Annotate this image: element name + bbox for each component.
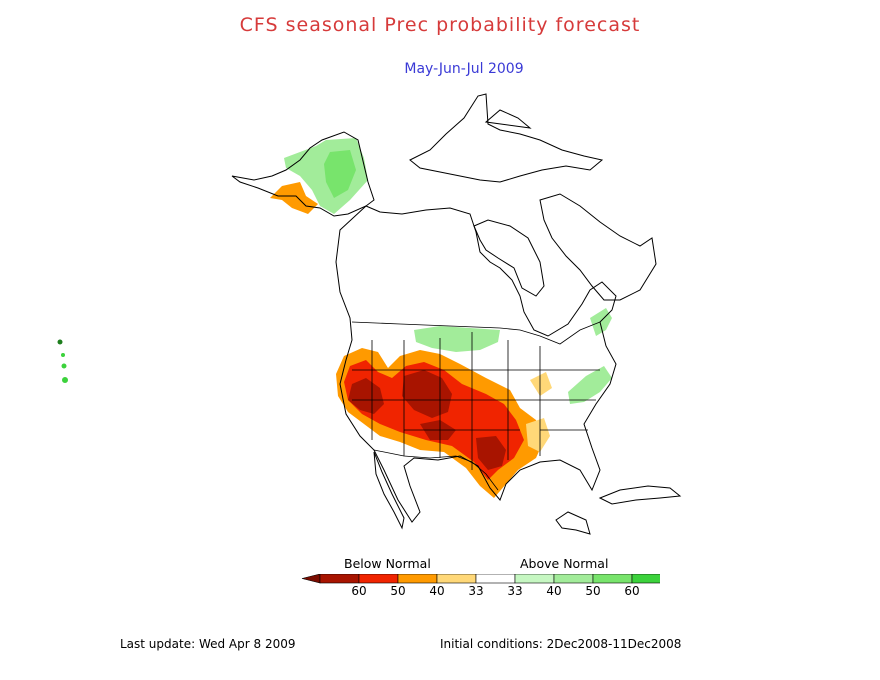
legend-bin <box>553 574 594 584</box>
hawaii-island-1 <box>57 339 63 345</box>
state-lines-west <box>352 332 520 470</box>
legend-tick-label: 33 <box>468 584 483 598</box>
hawaii-island-3 <box>61 363 67 369</box>
hawaii-island-2 <box>61 353 65 357</box>
legend-bin <box>397 574 438 584</box>
initial-conditions-label: Initial conditions: 2Dec2008-11Dec2008 <box>440 637 682 651</box>
legend-bin <box>436 574 477 584</box>
hawaii-island-4 <box>62 377 68 383</box>
mainland-coast <box>335 205 617 523</box>
forecast-shading <box>270 138 612 498</box>
map-title: CFS seasonal Prec probability forecast <box>239 14 641 36</box>
arctic-islands <box>409 93 604 183</box>
season-label: May-Jun-Jul 2009 <box>404 61 524 77</box>
legend-tick-label: 50 <box>390 584 405 598</box>
baffin-island <box>539 193 657 301</box>
legend-bin <box>475 574 516 584</box>
gulf-coast-below-normal-pale <box>526 418 550 452</box>
coastlines <box>57 93 682 535</box>
us-canada-border <box>351 321 601 345</box>
legend-tick-label: 50 <box>585 584 600 598</box>
yucatan <box>555 511 591 535</box>
central-rockies-below-normal-core <box>402 370 452 418</box>
baja-california <box>373 451 405 530</box>
hudson-bay <box>473 219 545 297</box>
legend-arrow-below <box>301 574 321 584</box>
legend-tick-label: 40 <box>429 584 444 598</box>
alaska-above-normal-core <box>324 150 356 198</box>
legend-tick-label: 60 <box>351 584 366 598</box>
northeast-above-normal <box>590 308 612 336</box>
northern-border-above-normal <box>414 326 500 352</box>
great-basin-below-normal-core <box>348 378 384 414</box>
legend-bin <box>358 574 399 584</box>
legend-bin <box>319 574 360 584</box>
ohio-valley-below-normal-pale <box>530 372 552 396</box>
legend-bin <box>631 574 660 584</box>
legend-bin <box>514 574 555 584</box>
last-update-label: Last update: Wed Apr 8 2009 <box>120 637 296 651</box>
legend-tick-label: 40 <box>546 584 561 598</box>
texas-below-normal-core <box>476 436 506 470</box>
legend-tick-label: 33 <box>507 584 522 598</box>
alaska-coast <box>231 131 375 217</box>
cuba <box>598 485 682 505</box>
greenland-edge <box>484 109 532 129</box>
state-lines-east <box>507 340 600 460</box>
legend-below-label: Below Normal <box>344 556 431 571</box>
legend-tick-label: 60 <box>624 584 639 598</box>
mid-atlantic-above-normal <box>568 366 612 404</box>
legend-colorbar: 60 50 40 33 33 40 50 60 <box>301 574 660 598</box>
legend-above-label: Above Normal <box>520 556 609 571</box>
legend-bin <box>592 574 633 584</box>
political-boundaries <box>351 321 601 491</box>
